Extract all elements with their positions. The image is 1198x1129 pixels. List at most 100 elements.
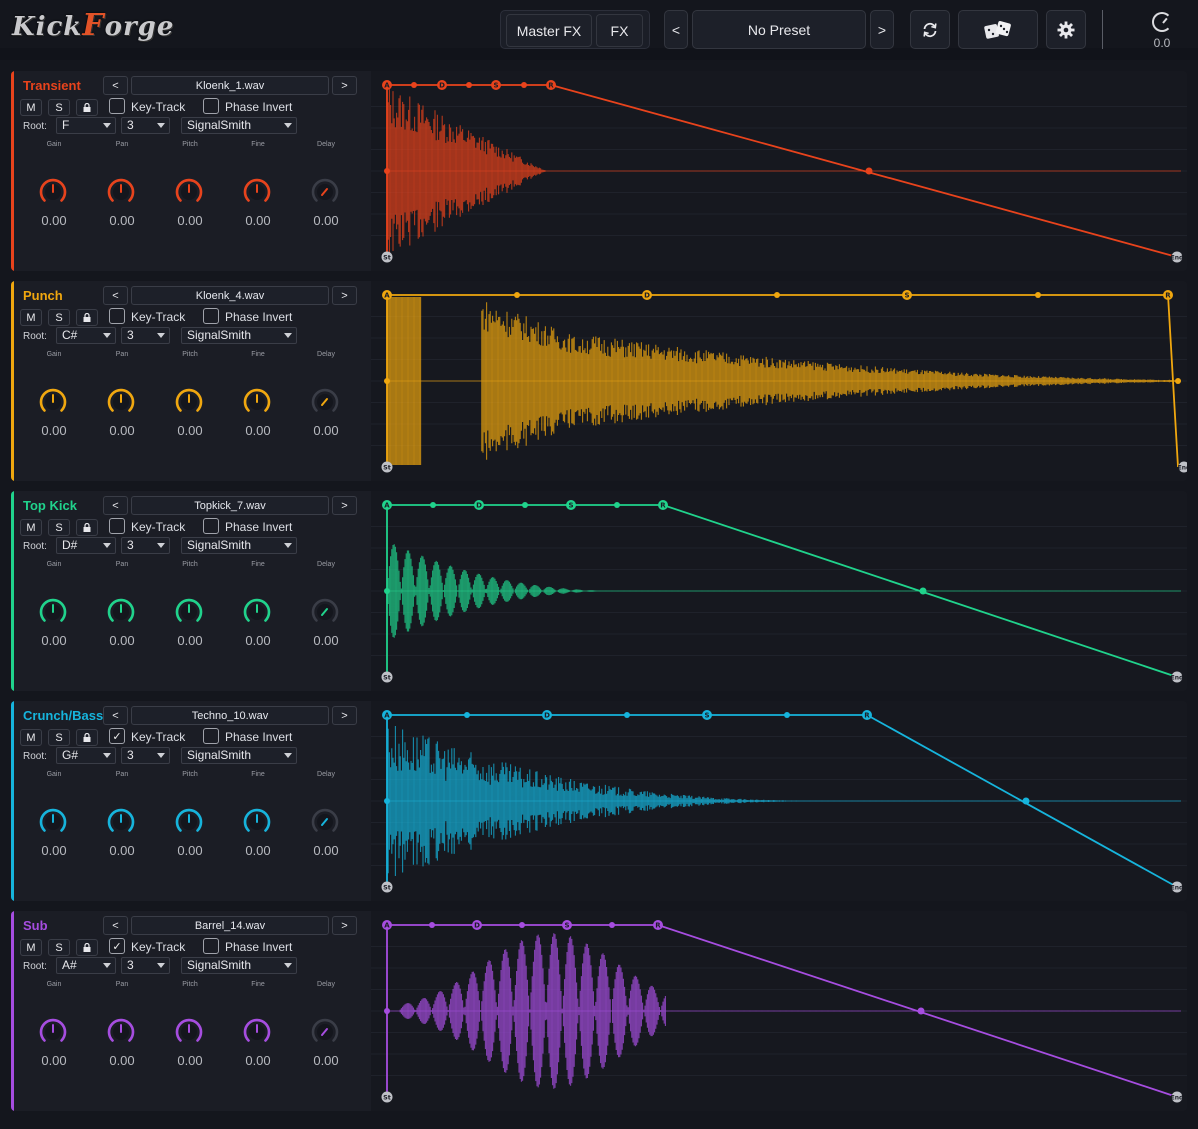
envelope-node-decay[interactable] (472, 920, 482, 930)
octave-dropdown[interactable]: 3 (121, 117, 170, 134)
root-note-dropdown[interactable]: C# (56, 327, 116, 344)
end-marker[interactable] (1171, 251, 1183, 263)
algorithm-dropdown[interactable]: SignalSmith (181, 747, 297, 764)
delay-knob[interactable] (309, 596, 341, 628)
envelope-handle[interactable] (614, 502, 620, 508)
end-marker[interactable] (1171, 1091, 1183, 1103)
phase-invert-checkbox[interactable] (203, 518, 219, 534)
end-marker[interactable] (1178, 461, 1188, 473)
start-marker[interactable] (381, 461, 393, 473)
envelope-handle[interactable] (514, 292, 520, 298)
delay-knob[interactable] (309, 806, 341, 838)
envelope-handle[interactable] (522, 502, 528, 508)
envelope-editor[interactable]: A D S R St End (371, 701, 1187, 901)
fine-knob[interactable] (241, 596, 273, 628)
envelope-node-decay[interactable] (437, 80, 447, 90)
fine-knob[interactable] (241, 386, 273, 418)
envelope-node-release[interactable] (862, 710, 872, 720)
mute-button[interactable]: M (20, 309, 42, 326)
pitch-knob[interactable] (173, 1016, 205, 1048)
next-sample-button[interactable]: > (332, 496, 357, 515)
lock-button[interactable] (76, 519, 98, 536)
release-curve-handle[interactable] (1022, 797, 1030, 805)
sample-file-name[interactable]: Techno_10.wav (131, 706, 329, 725)
lock-button[interactable] (76, 309, 98, 326)
start-marker[interactable] (381, 1091, 393, 1103)
lock-button[interactable] (76, 729, 98, 746)
envelope-handle[interactable] (411, 82, 417, 88)
envelope-node-release[interactable] (658, 500, 668, 510)
envelope-handle[interactable] (464, 712, 470, 718)
envelope-node-decay[interactable] (642, 290, 652, 300)
root-note-dropdown[interactable]: G# (56, 747, 116, 764)
algorithm-dropdown[interactable]: SignalSmith (181, 327, 297, 344)
settings-button[interactable] (1046, 10, 1086, 49)
prev-preset-button[interactable]: < (664, 10, 688, 49)
prev-sample-button[interactable]: < (103, 286, 128, 305)
sample-file-name[interactable]: Kloenk_1.wav (131, 76, 329, 95)
pan-knob[interactable] (105, 806, 137, 838)
envelope-handle[interactable] (430, 502, 436, 508)
fine-knob[interactable] (241, 176, 273, 208)
pitch-knob[interactable] (173, 806, 205, 838)
start-marker[interactable] (381, 671, 393, 683)
sample-file-name[interactable]: Barrel_14.wav (131, 916, 329, 935)
release-curve-handle[interactable] (917, 1007, 925, 1015)
gain-knob[interactable] (37, 596, 69, 628)
fine-knob[interactable] (241, 1016, 273, 1048)
octave-dropdown[interactable]: 3 (121, 747, 170, 764)
key-track-checkbox[interactable] (109, 98, 125, 114)
delay-knob[interactable] (309, 176, 341, 208)
pan-knob[interactable] (105, 1016, 137, 1048)
attack-mid-handle[interactable] (384, 1008, 390, 1014)
delay-knob[interactable] (309, 386, 341, 418)
next-preset-button[interactable]: > (870, 10, 894, 49)
envelope-node-release[interactable] (546, 80, 556, 90)
envelope-editor[interactable]: A D S R St End (371, 281, 1187, 481)
fine-knob[interactable] (241, 806, 273, 838)
fx-button[interactable]: FX (596, 14, 643, 47)
end-marker[interactable] (1171, 881, 1183, 893)
key-track-checkbox[interactable]: ✓ (109, 938, 125, 954)
mute-button[interactable]: M (20, 729, 42, 746)
envelope-node-attack[interactable] (382, 920, 392, 930)
envelope-node-sustain[interactable] (562, 920, 572, 930)
gain-knob[interactable] (37, 386, 69, 418)
gain-knob[interactable] (37, 1016, 69, 1048)
start-marker[interactable] (381, 251, 393, 263)
envelope-node-sustain[interactable] (566, 500, 576, 510)
envelope-node-release[interactable] (1163, 290, 1173, 300)
envelope-node-release[interactable] (653, 920, 663, 930)
attack-mid-handle[interactable] (384, 378, 390, 384)
pan-knob[interactable] (105, 176, 137, 208)
gain-knob[interactable] (37, 806, 69, 838)
sample-file-name[interactable]: Kloenk_4.wav (131, 286, 329, 305)
prev-sample-button[interactable]: < (103, 916, 128, 935)
algorithm-dropdown[interactable]: SignalSmith (181, 957, 297, 974)
start-marker[interactable] (381, 881, 393, 893)
envelope-node-attack[interactable] (382, 710, 392, 720)
delay-knob[interactable] (309, 1016, 341, 1048)
prev-sample-button[interactable]: < (103, 496, 128, 515)
envelope-node-sustain[interactable] (702, 710, 712, 720)
root-note-dropdown[interactable]: D# (56, 537, 116, 554)
solo-button[interactable]: S (48, 309, 70, 326)
solo-button[interactable]: S (48, 99, 70, 116)
envelope-node-sustain[interactable] (902, 290, 912, 300)
refresh-button[interactable] (910, 10, 950, 49)
envelope-handle[interactable] (1035, 292, 1041, 298)
pitch-knob[interactable] (173, 596, 205, 628)
prev-sample-button[interactable]: < (103, 706, 128, 725)
pan-knob[interactable] (105, 386, 137, 418)
envelope-handle[interactable] (466, 82, 472, 88)
solo-button[interactable]: S (48, 939, 70, 956)
prev-sample-button[interactable]: < (103, 76, 128, 95)
envelope-node-attack[interactable] (382, 500, 392, 510)
next-sample-button[interactable]: > (332, 706, 357, 725)
lock-button[interactable] (76, 939, 98, 956)
envelope-node-decay[interactable] (542, 710, 552, 720)
envelope-node-attack[interactable] (382, 290, 392, 300)
phase-invert-checkbox[interactable] (203, 728, 219, 744)
envelope-node-attack[interactable] (382, 80, 392, 90)
root-note-dropdown[interactable]: F (56, 117, 116, 134)
